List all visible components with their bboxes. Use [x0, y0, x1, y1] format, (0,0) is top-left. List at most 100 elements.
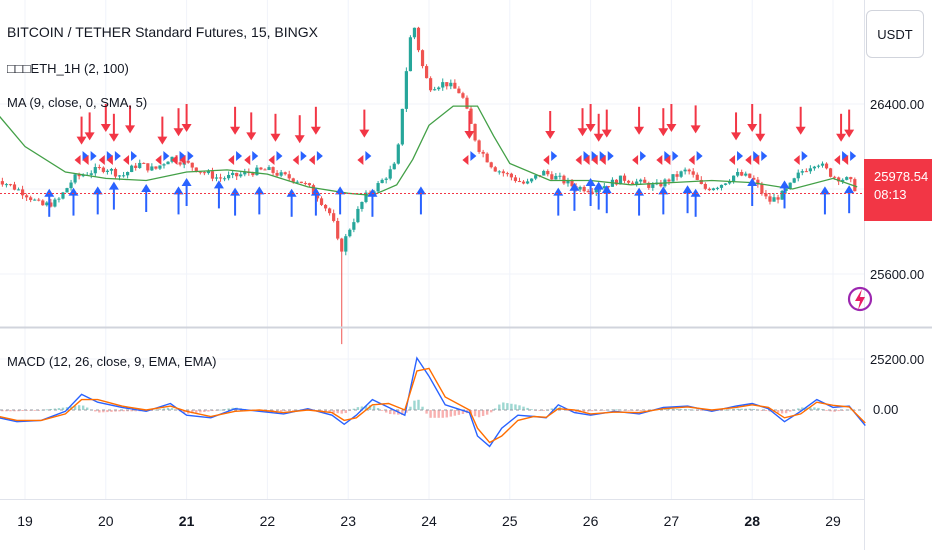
candle-body [736, 172, 740, 176]
candle-body [186, 160, 190, 163]
histogram-bar [271, 410, 275, 412]
histogram-bar [98, 410, 101, 413]
price-tick-label: 26400.00 [870, 97, 924, 112]
candle-body [352, 222, 356, 230]
sell-arrow-head [690, 125, 701, 134]
candle-body [231, 172, 235, 175]
histogram-bar [692, 409, 695, 411]
candle-body [719, 184, 724, 188]
candle-body [81, 174, 85, 177]
candle-body [509, 173, 514, 178]
candle-body [20, 189, 25, 196]
candle-body [291, 178, 295, 182]
histogram-bar [114, 410, 117, 412]
candle-body [752, 177, 756, 180]
histogram-bar [336, 410, 339, 414]
blue-flag [470, 151, 477, 161]
candle-body [433, 89, 437, 91]
candle-body [833, 176, 837, 178]
histogram-bar [405, 410, 408, 413]
red-flag [357, 155, 364, 165]
red-flag [745, 155, 752, 165]
histogram-bar [86, 407, 89, 410]
sell-arrow-head [464, 131, 475, 139]
lightning-icon[interactable] [847, 281, 873, 317]
histogram-bar [776, 410, 780, 413]
candle-body [105, 170, 110, 172]
currency-button[interactable]: USDT [866, 10, 924, 58]
sell-arrow-head [359, 129, 370, 138]
histogram-bar [457, 410, 461, 415]
histogram-bar [728, 409, 731, 411]
histogram-bar [679, 409, 683, 410]
time-tick-label: 21 [179, 513, 195, 529]
blue-flag [163, 151, 170, 161]
buy-arrow-head [585, 178, 596, 186]
histogram-bar [510, 403, 513, 410]
indicator-eth-legend[interactable]: □□□ETH_1H (2, 100) [7, 61, 129, 76]
histogram-bar [538, 410, 541, 411]
macd-legend[interactable]: MACD (12, 26, close, 9, EMA, EMA) [7, 354, 217, 369]
histogram-bar [352, 408, 356, 410]
ma-legend[interactable]: MA (9, close, 0, SMA, 5) [7, 95, 148, 110]
histogram-bar [736, 408, 739, 410]
time-tick-label: 26 [583, 513, 599, 529]
candle-body [210, 171, 215, 179]
histogram-bar [469, 410, 473, 414]
ma-line [0, 105, 858, 197]
red-flag [292, 155, 299, 165]
blue-flag [664, 151, 671, 161]
time-axis: 19 20 21 22 23 24 25 26 27 28 29 [17, 513, 841, 529]
candle-body [768, 196, 772, 202]
candle-body [299, 181, 303, 184]
candle-body [420, 50, 425, 67]
candle-body [89, 173, 93, 175]
sell-arrow-head [545, 131, 556, 139]
candle-body [41, 200, 45, 206]
chart-title[interactable]: BITCOIN / TETHER Standard Futures, 15, B… [7, 24, 318, 40]
candle-body [263, 169, 267, 171]
blue-flag [106, 151, 113, 161]
candle-body [109, 168, 114, 171]
candle-body [760, 184, 764, 194]
histogram-bar [413, 400, 416, 410]
buy-arrow-head [213, 180, 224, 189]
sell-arrow-head [634, 126, 645, 135]
candle-body [222, 178, 227, 180]
red-flag [462, 155, 469, 165]
candle-body [336, 220, 340, 239]
candle-body [0, 181, 4, 185]
candle-body [707, 188, 711, 191]
candle-body [853, 179, 857, 192]
histogram-bar [417, 399, 420, 410]
histogram-bar [1, 410, 4, 412]
red-flag [729, 155, 736, 165]
blue-flag [737, 151, 744, 161]
histogram-bar [671, 408, 675, 410]
candle-body [49, 202, 53, 207]
sell-arrow-head [100, 124, 111, 132]
candle-body [178, 162, 182, 165]
candle-body [37, 199, 41, 201]
candle-body [166, 161, 170, 165]
histogram-bar [328, 410, 331, 413]
candle-body [255, 167, 259, 176]
sell-arrow-head [658, 128, 669, 137]
buy-arrow-head [286, 188, 297, 197]
candle-body [295, 181, 299, 183]
time-tick-label: 29 [825, 513, 841, 529]
sell-arrow-head [173, 128, 184, 137]
candle-body [93, 167, 97, 174]
histogram-bar [106, 410, 109, 413]
histogram-bar [667, 408, 671, 410]
price-candles [0, 26, 857, 345]
candle-body [530, 178, 534, 182]
histogram-bar [49, 408, 53, 410]
candle-body [683, 169, 687, 172]
histogram-bar [502, 402, 505, 410]
histogram-bar [603, 410, 606, 411]
histogram-bar [433, 410, 436, 418]
candle-body [473, 123, 477, 141]
blue-flag [850, 151, 857, 161]
red-flag [834, 155, 841, 165]
